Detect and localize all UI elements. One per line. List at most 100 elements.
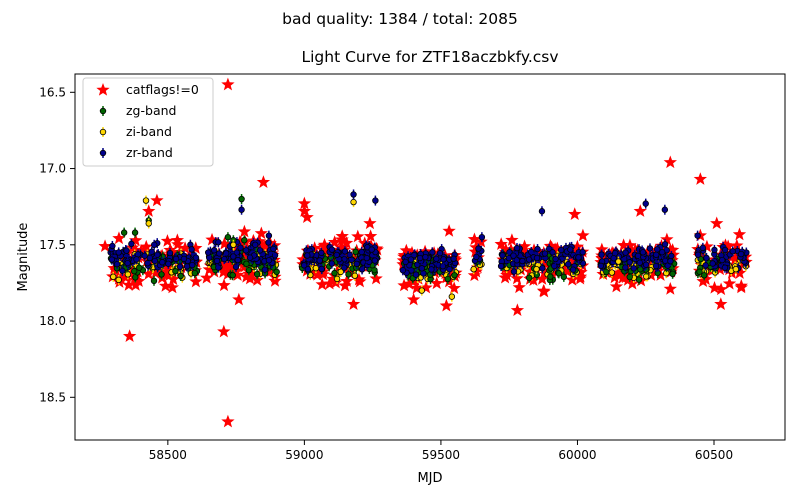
zr-band-point [433,253,440,264]
zi-band-point [142,195,150,206]
catflags-star-point [346,297,361,310]
legend-item: zr-band [99,145,173,160]
catflags-star-point [410,281,424,294]
zr-band-point [363,253,370,264]
legend-label: zi-band [126,124,172,139]
catflags-star-point [112,231,126,245]
legend-label: zr-band [126,145,173,160]
zr-band-point [238,204,245,215]
zr-band-point [534,244,541,255]
catflags-star-point [315,277,329,291]
zr-band-point [513,243,521,254]
catflags-star-point [467,232,482,246]
catflags-star-point [217,278,231,292]
zr-band-point [636,257,644,268]
zr-band-point [108,254,116,265]
zr-band-point [265,230,273,241]
catflags-star-point [633,204,647,217]
zr-band-point [694,249,702,260]
zr-band-point [402,256,409,267]
zr-band-point [621,254,628,265]
zr-band-point [123,245,130,256]
catflags-star-point [419,280,433,294]
zr-band-point [557,245,565,256]
zr-band-point [729,246,736,257]
catflags-star-point [565,272,579,286]
catflags-star-point [710,216,724,230]
zr-band-point [176,261,184,272]
zr-band-point [166,248,174,259]
zr-band-point [318,263,325,274]
zr-band-point [304,264,312,275]
catflags-star-point [171,237,185,251]
catflags-star-point [230,268,245,281]
catflags-star-point [258,239,272,253]
zi-band-point [145,218,152,229]
zg-band-point [526,272,533,283]
zr-band-point [341,246,349,257]
y-tick-label: 17.5 [39,238,66,252]
zr-band-point [328,244,336,255]
zi-band-point [615,256,622,267]
catflags-star-point [439,298,454,312]
zr-band-point [567,244,574,255]
y-axis-label: Magnitude [16,223,31,292]
catflags-star-point [122,329,137,342]
zi-band-point [533,264,540,275]
catflags-star-point [316,242,330,256]
catflags-star-point [142,204,156,217]
zr-band-point [497,261,505,272]
legend-circle-marker [99,128,107,136]
catflags-star-point [250,273,264,286]
x-tick-label: 58500 [149,448,187,462]
catflags-star-point [217,236,232,250]
zr-band-point [667,256,674,267]
zr-band-point [436,248,444,259]
zr-band-point [569,264,577,275]
zi-band-point [470,264,477,275]
figure-suptitle: bad quality: 1384 / total: 2085 [282,10,518,28]
x-tick-label: 59500 [422,448,460,462]
catflags-star-point [334,240,348,254]
catflags-star-point [625,276,639,290]
catflags-star-point [137,245,151,258]
catflags-star-point [510,271,524,285]
catflags-star-point [536,283,551,297]
zr-band-point [626,257,633,268]
zr-band-point [737,249,745,260]
zr-band-point [115,247,122,258]
zr-band-point [551,260,558,271]
zg-band-point [635,274,643,285]
catflags-star-point [237,224,252,238]
zr-band-point [189,260,196,271]
zi-band-point [230,239,237,250]
zi-band-point [110,271,117,282]
y-tick-label: 16.5 [39,85,66,99]
catflags-star-point [150,193,164,207]
catflags-star-point [220,256,234,270]
zr-band-point [150,239,158,250]
zr-band-point [709,258,716,269]
zr-band-point [358,247,365,258]
zg-band-point [701,270,708,281]
y-axis: 16.5 17.0 17.5 18.0 18.5 [39,85,75,404]
zr-band-point [528,247,535,258]
zg-band-point [345,269,352,280]
catflags-star-point [699,272,713,286]
catflags-star-point [221,77,235,91]
catflags-star-point [170,233,185,247]
data-marks [98,77,753,428]
catflags-star-point [722,276,737,290]
zr-band-point [658,247,666,258]
catflags-star-point [297,204,312,217]
zr-band-point [652,261,660,272]
x-tick-label: 59000 [285,448,323,462]
catflags-star-point [707,280,722,294]
catflags-star-point [430,276,444,290]
catflags-star-point [98,239,112,252]
catflags-star-point [573,269,588,283]
zr-band-point [699,242,707,253]
catflags-star-point [363,216,377,230]
zr-band-point [113,259,121,270]
catflags-star-point [326,272,340,285]
